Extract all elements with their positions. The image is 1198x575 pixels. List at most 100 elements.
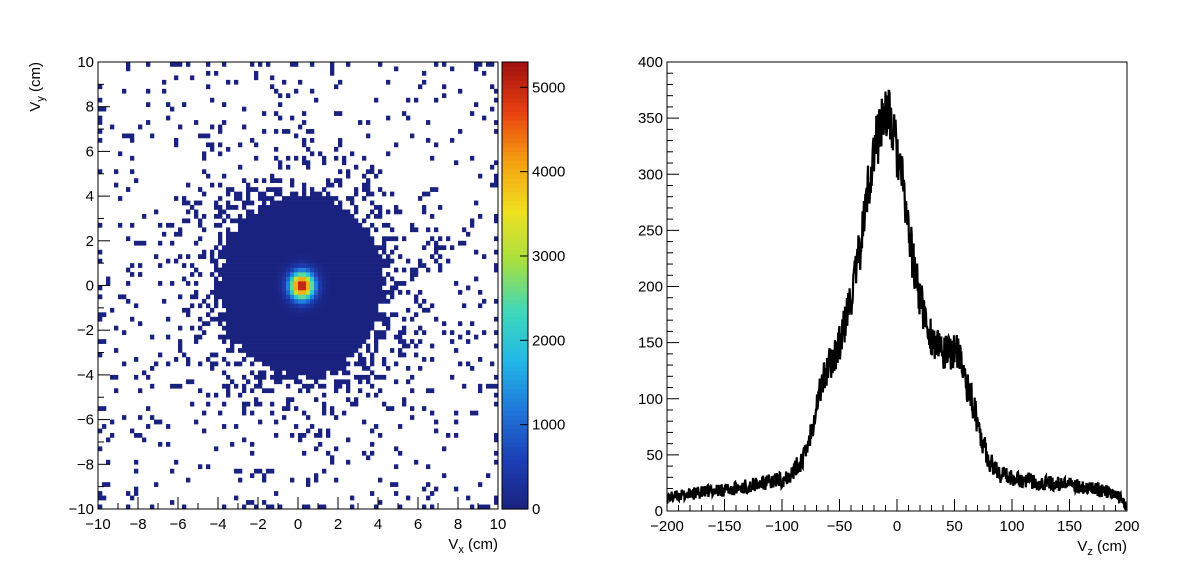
heatmap-cell [282, 352, 287, 358]
heatmap-cell [250, 294, 255, 300]
heatmap-cell [274, 370, 279, 376]
heatmap-cell [238, 321, 243, 327]
heatmap-cell [302, 276, 307, 282]
heatmap-cell [366, 334, 371, 340]
heatmap-cell [294, 62, 299, 67]
heatmap-cell [274, 191, 279, 197]
heatmap-cell [266, 236, 271, 242]
heatmap-cell [302, 334, 307, 340]
heatmap-cell [194, 339, 199, 344]
heatmap-cell [330, 298, 335, 304]
heatmap-y-tick-label: −2 [77, 322, 94, 339]
heatmap-cell [310, 272, 315, 277]
heatmap-cell [346, 312, 351, 318]
heatmap-cell [306, 218, 311, 224]
heatmap-cell [354, 227, 359, 233]
heatmap-cell [306, 343, 311, 349]
heatmap-cell [114, 348, 119, 353]
heatmap-cell [286, 383, 291, 389]
heatmap-cell [378, 500, 383, 505]
heatmap-cell [242, 316, 247, 322]
heatmap-cell [298, 205, 303, 210]
heatmap-cell [250, 222, 255, 228]
heatmap-cell [294, 227, 299, 233]
heatmap-cell [334, 249, 339, 255]
heatmap-cell [246, 263, 251, 268]
heatmap-cell [266, 357, 271, 362]
colorbar-swatch [502, 70, 528, 77]
colorbar-swatch [502, 173, 528, 179]
heatmap-cell [366, 191, 371, 197]
heatmap-cell [366, 392, 371, 398]
heatmap-cell [318, 316, 323, 322]
heatmap-cell [362, 249, 367, 255]
heatmap-cell [126, 504, 131, 510]
heatmap-cell [282, 330, 287, 335]
heatmap-cell [394, 446, 399, 452]
heatmap-cell [414, 343, 419, 349]
heatmap-cell [290, 240, 295, 246]
heatmap-cell [234, 312, 239, 318]
heatmap-cell [214, 276, 219, 282]
heatmap-cell [354, 209, 359, 215]
heatmap-cell [334, 111, 339, 116]
heatmap-cell [230, 289, 235, 295]
heatmap-cells [98, 62, 499, 510]
heatmap-cell [262, 370, 267, 376]
heatmap-cell [274, 146, 279, 152]
heatmap-cell [374, 316, 379, 322]
heatmap-cell [422, 205, 427, 210]
heatmap-cell [342, 312, 347, 318]
heatmap-cell [310, 227, 315, 233]
heatmap-cell [318, 222, 323, 228]
heatmap-cell [310, 321, 315, 327]
heatmap-cell [266, 222, 271, 228]
heatmap-cell [250, 258, 255, 264]
heatmap-cell [306, 200, 311, 206]
heatmap-cell [378, 213, 383, 219]
heatmap-cell [102, 339, 107, 344]
heatmap-cell [250, 272, 255, 277]
heatmap-cell [438, 205, 443, 210]
heatmap-cell [262, 129, 267, 134]
heatmap-cell [366, 236, 371, 242]
heatmap-cell [262, 200, 267, 206]
heatmap-cell [246, 348, 251, 353]
heatmap-cell [290, 281, 295, 286]
heatmap-cell [394, 361, 399, 367]
heatmap-cell [202, 155, 207, 161]
heatmap-cell [326, 231, 331, 237]
heatmap-cell [346, 325, 351, 331]
heatmap-cell [246, 272, 251, 277]
heatmap-cell [214, 294, 219, 300]
heatmap-cell [298, 339, 303, 344]
heatmap-cell [278, 258, 283, 264]
heatmap-cell [322, 339, 327, 344]
heatmap-cell [234, 316, 239, 322]
heatmap-cell [330, 343, 335, 349]
heatmap-cell [318, 504, 323, 510]
heatmap-cell [338, 307, 343, 313]
heatmap-cell [98, 84, 103, 90]
heatmap-cell [222, 303, 227, 309]
heatmap-cell [342, 339, 347, 344]
heatmap-cell [326, 272, 331, 277]
heatmap-cell [242, 263, 247, 268]
heatmap-cell [270, 254, 275, 259]
heatmap-y-tick-label: 10 [77, 54, 94, 71]
heatmap-cell [166, 258, 171, 264]
heatmap-cell [286, 312, 291, 318]
heatmap-cell [230, 441, 235, 447]
heatmap-cell [466, 339, 471, 344]
heatmap-cell [334, 227, 339, 233]
heatmap-cell [258, 294, 263, 300]
heatmap-cell [290, 352, 295, 358]
heatmap-cell [326, 191, 331, 197]
heatmap-cell [262, 374, 267, 380]
heatmap-cell [350, 321, 355, 327]
heatmap-cell [322, 263, 327, 268]
heatmap-cell [290, 370, 295, 376]
heatmap-cell [278, 218, 283, 224]
heatmap-cell [278, 254, 283, 259]
heatmap-cell [322, 231, 327, 237]
